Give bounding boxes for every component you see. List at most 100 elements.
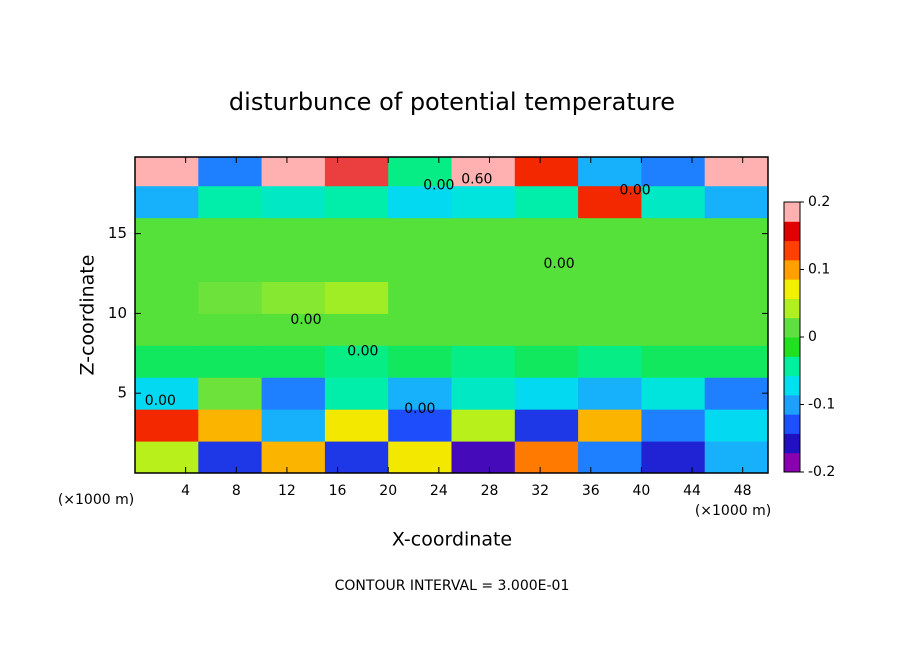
cell [261,185,326,219]
colorbar-swatch [784,317,800,338]
colorbar-swatch [784,259,800,280]
cell [514,441,579,473]
contour-label: 0.00 [145,393,176,409]
cell [324,249,389,282]
cell [451,377,516,410]
colorbar-swatch [784,375,800,396]
cell [135,441,199,473]
x-tick-label: 16 [329,483,347,499]
cell [198,249,263,282]
cell [641,409,706,442]
cell [641,377,706,410]
cell [641,157,706,187]
x-tick-label: 32 [531,483,549,499]
cell [578,377,642,410]
cell [704,345,768,378]
colorbar-swatch [784,298,800,319]
cell [135,249,199,282]
colorbar-swatch [784,452,800,473]
x-tick-label: 40 [632,483,650,499]
cell [388,345,452,378]
cell [704,281,768,314]
cell [198,441,263,473]
colorbar-tick-label: 0.2 [808,194,830,210]
cell [198,217,263,251]
cell [451,313,516,346]
cell [514,345,579,378]
cell [135,157,199,187]
cell [198,409,263,442]
cell [451,441,516,473]
cell [451,217,516,251]
contour-label: 0.00 [423,178,454,194]
cell [261,345,326,378]
cell [198,185,263,219]
cell [641,217,706,251]
cell [451,409,516,442]
contour-label: 0.60 [461,171,492,187]
cell [135,185,199,219]
cell [261,157,326,187]
x-axis-label: X-coordinate [392,529,512,551]
cell [324,157,389,187]
cell [451,281,516,314]
contour-label: 0.00 [347,344,378,360]
cell [135,377,199,410]
cell [388,249,452,282]
cell [261,281,326,314]
cell [388,217,452,251]
colorbar-swatch [784,356,800,377]
y-tick-label: 15 [108,224,127,242]
cell [514,217,579,251]
cell [641,441,706,473]
colorbar-swatch [784,240,800,261]
cell [451,185,516,219]
x-tick-label: 12 [278,483,296,499]
cell [261,377,326,410]
cell [578,409,642,442]
cell [388,313,452,346]
cell [578,185,642,219]
cell [135,281,199,314]
cell [324,345,389,378]
cell [388,157,452,187]
contour-label: 0.00 [544,256,575,272]
contour-label: 0.00 [404,401,435,417]
chart-title: disturbunce of potential temperature [229,88,675,116]
cell [641,249,706,282]
plot-frame [134,156,769,474]
cell [514,249,579,282]
colorbar-tick-label: -0.1 [808,397,835,413]
cell [578,345,642,378]
cell [704,157,768,187]
cell [135,345,199,378]
cell [388,281,452,314]
colorbar-swatch [784,414,800,434]
cell [578,313,642,346]
cell [198,345,263,378]
cell [261,441,326,473]
cell [135,313,199,346]
cell [451,249,516,282]
cell [135,217,199,251]
x-tick-label: 36 [582,483,600,499]
colorbar-swatch [784,279,800,299]
cell [514,409,579,442]
cell [641,185,706,219]
x-unit: (×1000 m) [695,503,771,519]
cell [514,281,579,314]
cell [451,157,516,187]
x-tick-label: 8 [232,483,241,499]
colorbar-swatch [784,337,800,357]
cell [324,377,389,410]
x-tick-label: 20 [379,483,397,499]
cell [578,249,642,282]
cell [578,441,642,473]
cell [388,409,452,442]
cell [704,377,768,410]
cell [578,281,642,314]
colorbar-swatch [784,221,800,242]
cell [198,157,263,187]
y-axis-label: Z-coordinate [77,255,99,376]
